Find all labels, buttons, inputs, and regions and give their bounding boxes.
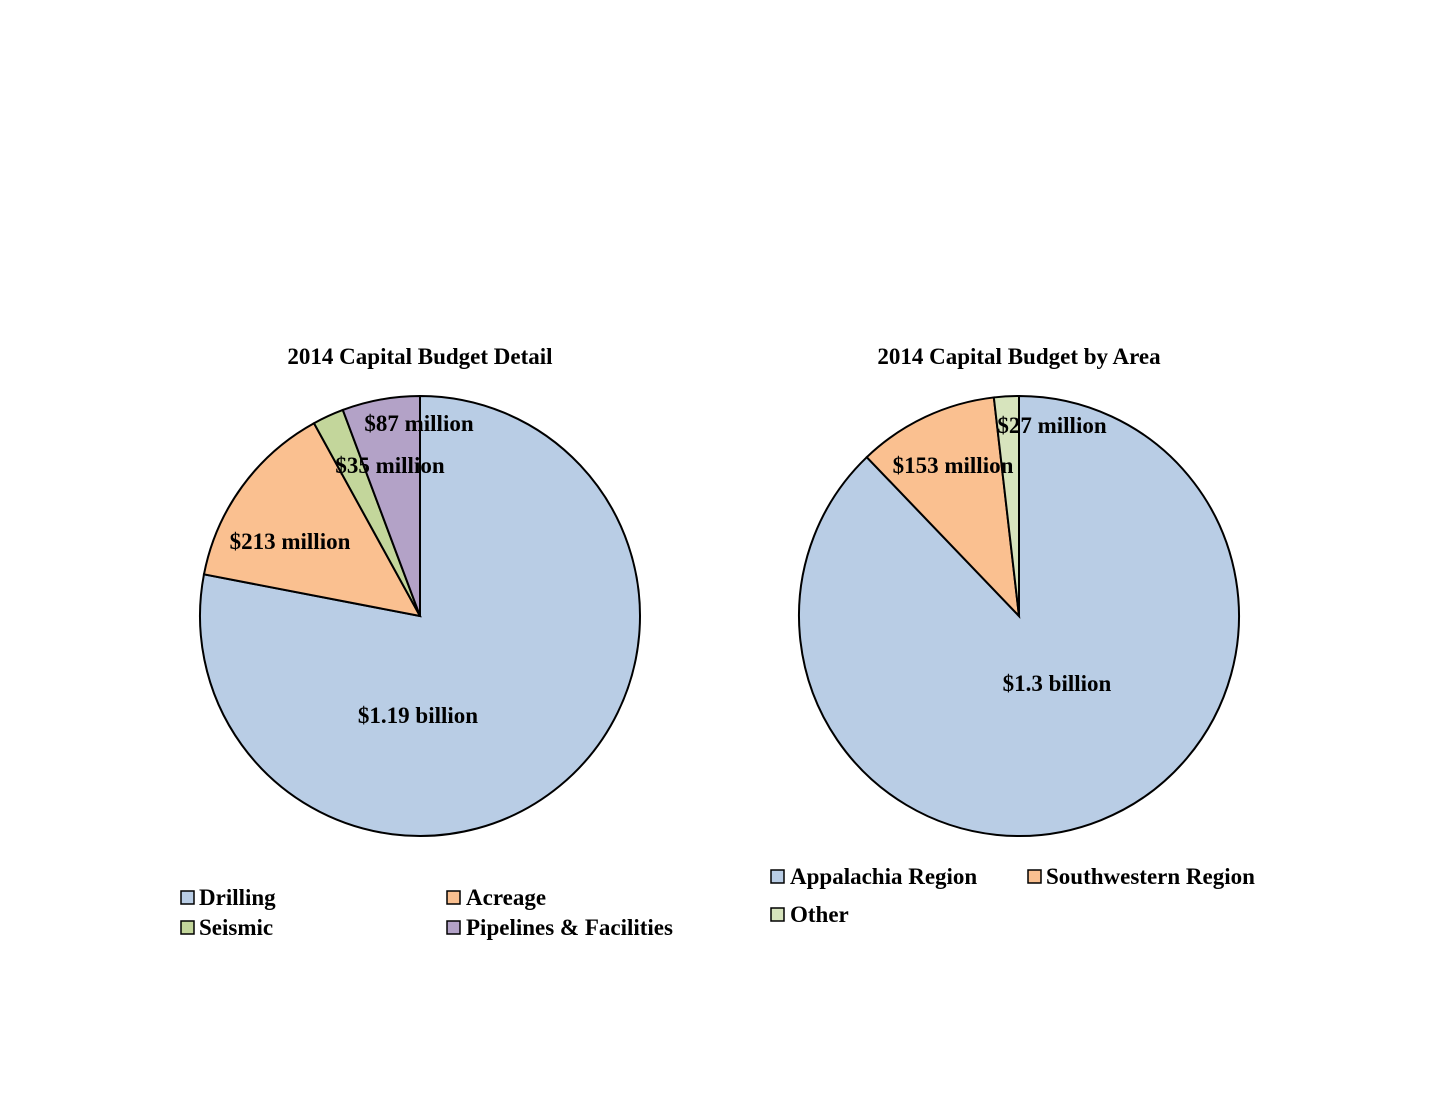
legend-item-acreage: Acreage <box>446 885 546 910</box>
legend-item-drilling: Drilling <box>180 885 276 910</box>
legend-item-seismic: Seismic <box>180 915 273 940</box>
pie-slice-southwestern-region <box>865 396 1021 619</box>
legend-swatch-appalachia-region <box>770 869 785 884</box>
legend-item-appalachia-region: Appalachia Region <box>770 864 977 889</box>
data-label-drilling: $1.19 billion <box>358 703 478 728</box>
data-label-appalachia-region: $1.3 billion <box>1003 671 1112 696</box>
chart-title: 2014 Capital Budget by Area <box>877 344 1161 369</box>
pie-data-labels: $1.3 billion $153 million $27 million <box>893 413 1112 696</box>
pie-chart-budget-detail: 2014 Capital Budget Detail $1.19 billion… <box>180 344 673 940</box>
pie-slices <box>199 394 641 837</box>
legend-item-other: Other <box>770 902 849 927</box>
chart-title: 2014 Capital Budget Detail <box>287 344 552 369</box>
legend-swatch-drilling <box>180 890 195 905</box>
legend-swatch-seismic <box>180 920 195 935</box>
pie-slices <box>798 394 1240 837</box>
data-label-acreage: $213 million <box>230 529 351 554</box>
data-label-seismic: $35 million <box>335 453 444 478</box>
pie-slice-acreage <box>202 421 422 618</box>
pie-chart-budget-by-area: 2014 Capital Budget by Area $1.3 billion… <box>770 344 1255 927</box>
legend-item-pipelines-facilities: Pipelines & Facilities <box>446 915 673 940</box>
legend-label-acreage: Acreage <box>466 885 546 910</box>
data-label-other: $27 million <box>997 413 1106 438</box>
legend-label-pipelines-facilities: Pipelines & Facilities <box>466 915 673 940</box>
legend-label-drilling: Drilling <box>199 885 276 910</box>
legend-swatch-acreage <box>446 890 461 905</box>
legend-swatch-southwestern-region <box>1027 869 1042 884</box>
legend-label-southwestern-region: Southwestern Region <box>1046 864 1255 889</box>
legend-label-appalachia-region: Appalachia Region <box>790 864 977 889</box>
legend-swatch-other <box>770 907 785 922</box>
pie-slice-other <box>992 394 1020 617</box>
legend-label-seismic: Seismic <box>199 915 273 940</box>
data-label-pipelines-facilities: $87 million <box>364 411 473 436</box>
legend-label-other: Other <box>790 902 849 927</box>
legend-swatch-pipelines-facilities <box>446 920 461 935</box>
chart-legend: Drilling Acreage Seismic Pipelines & Fac… <box>180 885 673 940</box>
data-label-southwestern-region: $153 million <box>893 453 1014 478</box>
pie-data-labels: $1.19 billion $213 million $35 million $… <box>230 411 479 728</box>
chart-legend: Appalachia Region Southwestern Region Ot… <box>770 864 1255 927</box>
legend-item-southwestern-region: Southwestern Region <box>1027 864 1255 889</box>
pie-slice-pipelines-facilities <box>341 394 421 617</box>
